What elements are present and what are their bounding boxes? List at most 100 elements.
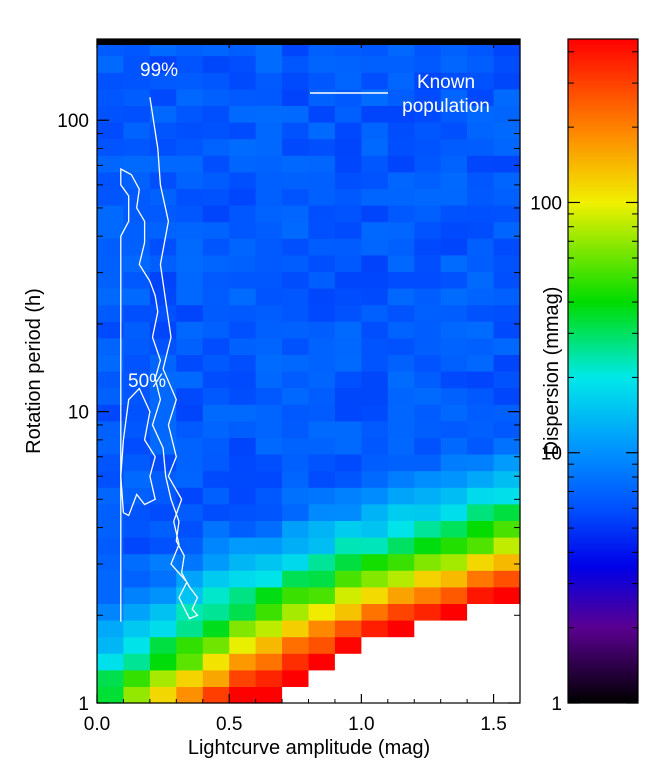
heatmap-cell bbox=[97, 636, 124, 654]
heatmap-cell bbox=[440, 288, 468, 306]
heatmap-cell bbox=[334, 138, 362, 156]
heatmap-cell bbox=[361, 221, 389, 239]
heatmap-cell bbox=[493, 155, 521, 173]
heatmap-cell bbox=[229, 470, 257, 488]
heatmap-cell bbox=[149, 437, 177, 455]
heatmap-cell bbox=[97, 288, 124, 306]
heatmap-cell bbox=[308, 337, 336, 355]
heatmap-cell bbox=[97, 304, 124, 322]
heatmap-cell bbox=[123, 304, 151, 322]
heatmap-cell bbox=[149, 387, 177, 405]
heatmap-cell bbox=[308, 188, 336, 206]
heatmap-cell bbox=[255, 686, 283, 704]
heatmap-cell bbox=[467, 88, 495, 106]
heatmap-cell bbox=[414, 354, 442, 372]
heatmap-cell bbox=[334, 686, 362, 704]
heatmap-cell bbox=[334, 188, 362, 206]
heatmap-cell bbox=[123, 636, 151, 654]
heatmap-cell bbox=[440, 188, 468, 206]
heatmap-cell bbox=[176, 371, 204, 389]
heatmap-cell bbox=[123, 88, 151, 106]
heatmap-cell bbox=[123, 669, 151, 687]
heatmap-cell bbox=[229, 354, 257, 372]
heatmap-cell bbox=[308, 636, 336, 654]
heatmap-cell bbox=[282, 105, 310, 123]
heatmap-cell bbox=[255, 55, 283, 73]
heatmap-cell bbox=[255, 105, 283, 123]
heatmap-cell bbox=[467, 404, 495, 422]
heatmap-cell bbox=[414, 503, 442, 521]
heatmap-cell bbox=[361, 354, 389, 372]
heatmap-cell bbox=[334, 55, 362, 73]
heatmap-cell bbox=[282, 321, 310, 339]
heatmap-cell bbox=[255, 271, 283, 289]
heatmap-cell bbox=[361, 553, 389, 571]
heatmap-cell bbox=[361, 138, 389, 156]
heatmap-cell bbox=[282, 337, 310, 355]
heatmap-cell bbox=[255, 503, 283, 521]
heatmap-cell bbox=[467, 122, 495, 140]
heatmap-cell bbox=[97, 387, 124, 405]
heatmap-cell bbox=[414, 636, 442, 654]
heatmap-cell bbox=[493, 653, 521, 671]
heatmap-cell bbox=[440, 354, 468, 372]
heatmap-cell bbox=[387, 221, 415, 239]
heatmap-cell bbox=[282, 188, 310, 206]
heatmap-cell bbox=[440, 371, 468, 389]
heatmap-cell bbox=[97, 404, 124, 422]
heatmap-cell bbox=[414, 138, 442, 156]
heatmap-cell bbox=[414, 686, 442, 704]
heatmap-cell bbox=[361, 88, 389, 106]
heatmap-cell bbox=[229, 487, 257, 505]
heatmap-cell bbox=[255, 337, 283, 355]
heatmap-cell bbox=[255, 470, 283, 488]
heatmap-cell bbox=[361, 337, 389, 355]
heatmap-cell bbox=[361, 669, 389, 687]
heatmap-cell bbox=[467, 238, 495, 256]
heatmap-cell bbox=[387, 387, 415, 405]
heatmap-cell bbox=[493, 586, 521, 604]
heatmap-cell bbox=[414, 105, 442, 123]
heatmap-cell bbox=[229, 420, 257, 438]
heatmap-cell bbox=[387, 238, 415, 256]
heatmap-cell bbox=[97, 105, 124, 123]
heatmap-cell bbox=[387, 553, 415, 571]
heatmap-cell bbox=[97, 437, 124, 455]
heatmap-cell bbox=[493, 171, 521, 189]
heatmap-cell bbox=[493, 620, 521, 638]
heatmap-cell bbox=[387, 171, 415, 189]
heatmap-cell bbox=[149, 354, 177, 372]
heatmap-cell bbox=[361, 437, 389, 455]
heatmap-cell bbox=[176, 155, 204, 173]
heatmap-cell bbox=[334, 537, 362, 555]
heatmap-cell bbox=[97, 520, 124, 538]
heatmap-cell bbox=[123, 254, 151, 272]
heatmap-cell bbox=[97, 337, 124, 355]
heatmap-cell bbox=[467, 420, 495, 438]
heatmap-cell bbox=[123, 288, 151, 306]
heatmap-cell bbox=[176, 188, 204, 206]
heatmap-cell bbox=[387, 254, 415, 272]
heatmap-cell bbox=[149, 304, 177, 322]
heatmap-cell bbox=[387, 470, 415, 488]
heatmap-cell bbox=[176, 321, 204, 339]
heatmap-cell bbox=[361, 122, 389, 140]
heatmap-cell bbox=[229, 88, 257, 106]
heatmap-cell bbox=[255, 520, 283, 538]
heatmap-cell bbox=[123, 105, 151, 123]
heatmap-cell bbox=[282, 55, 310, 73]
heatmap-cell bbox=[202, 520, 230, 538]
heatmap-cell bbox=[493, 470, 521, 488]
heatmap-cell bbox=[440, 254, 468, 272]
heatmap-cell bbox=[308, 686, 336, 704]
heatmap-cell bbox=[123, 55, 151, 73]
heatmap-cell bbox=[123, 454, 151, 472]
heatmap-cell bbox=[202, 254, 230, 272]
heatmap-cell bbox=[97, 570, 124, 588]
heatmap-cell bbox=[149, 686, 177, 704]
heatmap-cell bbox=[308, 620, 336, 638]
heatmap-cell bbox=[414, 586, 442, 604]
heatmap-cell bbox=[202, 420, 230, 438]
heatmap-cell bbox=[361, 620, 389, 638]
